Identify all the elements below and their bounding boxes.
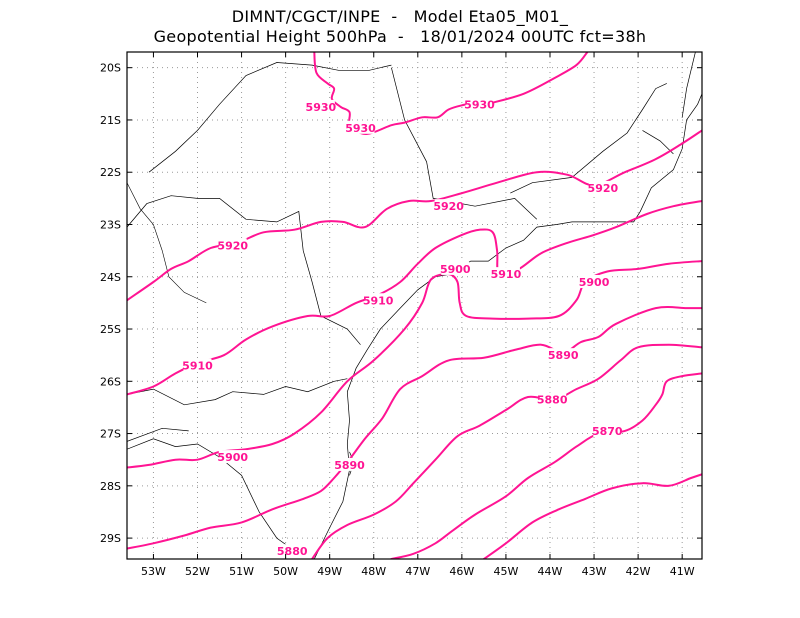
contour-label-bg xyxy=(218,450,247,464)
contour-label-bg xyxy=(278,544,307,558)
lon-tick-label: 46W xyxy=(449,565,474,578)
lat-tick-label: 28S xyxy=(100,480,121,493)
contour-label: 5870 xyxy=(592,425,623,438)
coastline xyxy=(313,93,702,559)
contour-label: 5890 xyxy=(334,459,365,472)
contour-5860 xyxy=(482,473,702,559)
contour-label-bg xyxy=(580,274,609,288)
lat-tick-label: 22S xyxy=(100,166,121,179)
contour-label-bg xyxy=(538,392,567,406)
parana-river xyxy=(127,182,207,304)
contour-5870 xyxy=(390,372,702,559)
contour-label: 5880 xyxy=(537,394,568,407)
brazil-state-borders xyxy=(127,427,189,442)
brazil-state-borders xyxy=(642,130,674,155)
lon-tick-label: 49W xyxy=(317,565,342,578)
brazil-state-borders xyxy=(510,83,667,194)
contour-label-bg xyxy=(441,261,470,275)
contour-label: 5920 xyxy=(588,182,619,195)
contour-label: 5900 xyxy=(579,276,610,289)
brazil-state-borders xyxy=(391,67,538,220)
contour-label: 5910 xyxy=(491,268,522,281)
lat-tick-label: 24S xyxy=(100,271,121,284)
contour-label-bg xyxy=(346,120,375,134)
map-frame xyxy=(126,51,703,560)
lon-tick-label: 48W xyxy=(361,565,386,578)
contour-label-bg xyxy=(183,358,212,372)
contour-label: 5930 xyxy=(306,101,337,114)
lat-tick-label: 23S xyxy=(100,218,121,231)
contour-label: 5920 xyxy=(433,200,464,213)
contour-label: 5920 xyxy=(217,239,248,252)
contour-label-bg xyxy=(335,457,364,471)
lat-tick-label: 26S xyxy=(100,375,121,388)
contour-label-bg xyxy=(491,267,520,281)
lon-tick-label: 51W xyxy=(229,565,254,578)
contour-5930 xyxy=(489,52,589,105)
contour-label-bg xyxy=(588,180,617,194)
lon-tick-label: 52W xyxy=(185,565,210,578)
contour-label-bg xyxy=(218,238,247,252)
contour-5890 xyxy=(127,305,702,550)
contour-label: 5930 xyxy=(464,98,495,111)
lon-tick-label: 50W xyxy=(273,565,298,578)
contour-label-bg xyxy=(306,99,335,113)
contour-label-bg xyxy=(549,348,578,362)
lat-tick-label: 29S xyxy=(100,532,121,545)
contour-label-bg xyxy=(593,423,622,437)
brazil-state-borders xyxy=(127,378,348,406)
contour-5910 xyxy=(127,200,702,396)
brazil-state-borders xyxy=(681,52,696,118)
contour-label: 5900 xyxy=(440,263,471,276)
contour-label-bg xyxy=(434,199,463,213)
contour-label: 5890 xyxy=(548,349,579,362)
contour-labels: 5930 5930 5930 5920 5920 5920 5910 5910 5910 5900… xyxy=(182,97,623,558)
lat-tick-label: 27S xyxy=(100,428,121,441)
lon-tick-label: 42W xyxy=(626,565,651,578)
lon-tick-label: 45W xyxy=(493,565,518,578)
contour-5880 xyxy=(311,343,702,559)
contour-label: 5900 xyxy=(217,451,248,464)
gridlines xyxy=(127,52,702,559)
contour-label: 5910 xyxy=(363,294,394,307)
axis-ticks: 53W 52W 51W 50W 49W 48W 47W 46W 45W 44W 43W 42W 41W 2… xyxy=(100,52,702,578)
chart-title-line2: Geopotential Height 500hPa - 18/01/2024 … xyxy=(153,27,647,46)
contour-5930 xyxy=(313,52,494,135)
contour-label-bg xyxy=(465,97,494,111)
lat-tick-label: 21S xyxy=(100,114,121,127)
chart-title-line1: DIMNT/CGCT/INPE - Model Eta05_M01_ xyxy=(231,7,569,26)
contour-label-bg xyxy=(364,293,393,307)
lon-tick-label: 53W xyxy=(141,565,166,578)
lat-tick-label: 25S xyxy=(100,323,121,336)
contour-label: 5880 xyxy=(277,545,308,558)
lon-tick-label: 47W xyxy=(405,565,430,578)
lon-tick-label: 44W xyxy=(538,565,563,578)
lon-tick-label: 43W xyxy=(582,565,607,578)
contour-label: 5910 xyxy=(182,360,213,373)
map-background xyxy=(127,52,702,559)
contour-label: 5930 xyxy=(345,122,376,135)
lon-tick-label: 41W xyxy=(670,565,695,578)
brazil-state-borders xyxy=(148,62,392,173)
lat-tick-label: 20S xyxy=(100,62,121,75)
